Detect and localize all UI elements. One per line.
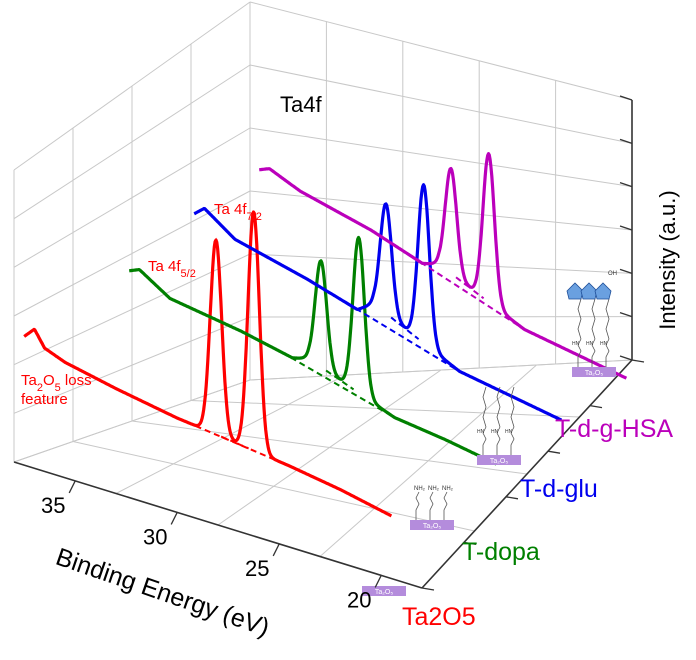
- hn-label: HN: [600, 341, 608, 347]
- fit-component: [417, 167, 485, 300]
- series-label-ta2o5: Ta2O5: [402, 603, 476, 631]
- amine-label: NH₂: [414, 486, 426, 492]
- molecule-chain: [591, 298, 596, 340]
- y-tick: [619, 182, 633, 188]
- molecule-chain: [605, 338, 610, 367]
- oh-label: OH: [608, 271, 617, 277]
- substrate-label: Ta₂O₅: [490, 458, 509, 465]
- fit-baseline: [411, 255, 525, 331]
- grid-line: [249, 127, 633, 188]
- grid-line: [131, 420, 528, 475]
- x-tick-label: 30: [143, 524, 167, 549]
- annotation-ta-4f52: Ta 4f5/2: [148, 258, 196, 280]
- fit-component: [220, 208, 287, 466]
- molecule-chain: [577, 338, 582, 367]
- substrate-block: [477, 455, 521, 465]
- x-tick-labels: 35 30 25 20: [41, 480, 382, 612]
- substrate-block: [410, 520, 454, 530]
- series-label-t-d-g-hsa: T-d-g-HSA: [555, 415, 673, 443]
- grid-line: [249, 64, 633, 144]
- depth-tick: [421, 587, 435, 591]
- molecule-chain: [429, 491, 434, 520]
- depth-tick: [463, 541, 477, 546]
- annotation-loss-feature: Ta2O5 loss: [21, 372, 92, 394]
- series-line: [23, 210, 393, 518]
- amine-label: NH₂: [442, 486, 454, 492]
- grid-line: [249, 1, 633, 101]
- fit-baseline: [176, 417, 290, 467]
- fit-component: [390, 182, 457, 370]
- molecule-chain: [482, 426, 487, 455]
- molecule-chain: [496, 386, 501, 428]
- fit-component: [352, 202, 420, 340]
- fit-baseline: [346, 302, 460, 373]
- series-label-t-dopa: T-dopa: [462, 538, 540, 566]
- molecule-chain: [482, 386, 487, 428]
- chart-axes: [13, 95, 645, 591]
- y-tick: [619, 312, 633, 318]
- x-tick: [68, 480, 76, 494]
- grid-line: [249, 359, 633, 381]
- fit-baseline: [281, 351, 395, 419]
- chart-title: Ta4f: [280, 92, 322, 117]
- molecule-chain: [510, 426, 515, 455]
- fit-component: [287, 259, 355, 391]
- molecule-chain: [577, 298, 582, 340]
- substrate-label: Ta₂O₅: [423, 523, 442, 530]
- fit-component: [325, 235, 392, 417]
- molecule-chain: [415, 491, 420, 520]
- hn-label: HN: [572, 341, 580, 347]
- x-axis-line: [13, 461, 423, 589]
- molecule-chain: [443, 491, 448, 520]
- depth-tick: [631, 359, 645, 363]
- substrate-label: Ta₂O₅: [375, 589, 394, 596]
- hn-label: HN: [505, 429, 513, 435]
- hn-label: HN: [477, 429, 485, 435]
- series-label-t-d-glu: T-d-glu: [520, 475, 598, 503]
- x-tick-label: 35: [41, 493, 65, 518]
- y-axis-label: Intensity (a.u.): [655, 190, 680, 329]
- substrate-block: [362, 586, 406, 596]
- x-tick: [170, 512, 178, 525]
- annotation-ta-4f72: Ta 4f7/2: [214, 201, 262, 223]
- y-tick: [619, 225, 633, 231]
- hn-label: HN: [491, 429, 499, 435]
- x-tick: [272, 543, 280, 557]
- depth-tick: [547, 450, 561, 454]
- x-tick-label: 20: [347, 587, 371, 612]
- molecule-chain: [605, 298, 610, 340]
- grid-line: [249, 253, 633, 274]
- molecule-chain: [510, 386, 515, 428]
- y-tick: [619, 95, 633, 101]
- y-tick: [619, 268, 633, 274]
- y-tick: [619, 138, 633, 144]
- amine-label: NH₂: [428, 486, 440, 492]
- x-tick: [374, 575, 382, 588]
- x-tick-label: 25: [245, 556, 269, 581]
- molecule-chain: [496, 426, 501, 455]
- chart-traces: [23, 151, 628, 518]
- depth-tick: [589, 404, 603, 409]
- y-tick: [619, 355, 633, 361]
- grid-line: [190, 400, 580, 418]
- molecule-chain: [591, 338, 596, 367]
- x-axis-label: Binding Energy (eV): [52, 543, 273, 642]
- substrate-block: [572, 367, 616, 377]
- hsa-protein-icon: [594, 282, 612, 300]
- substrate-label: Ta₂O₅: [585, 370, 604, 377]
- annotation-loss-feature-line2: feature: [21, 391, 68, 408]
- hn-label: HN: [586, 341, 594, 347]
- grid-line: [72, 441, 475, 532]
- depth-axis-line: [421, 359, 633, 589]
- fit-component: [455, 151, 522, 328]
- depth-tick: [505, 496, 519, 500]
